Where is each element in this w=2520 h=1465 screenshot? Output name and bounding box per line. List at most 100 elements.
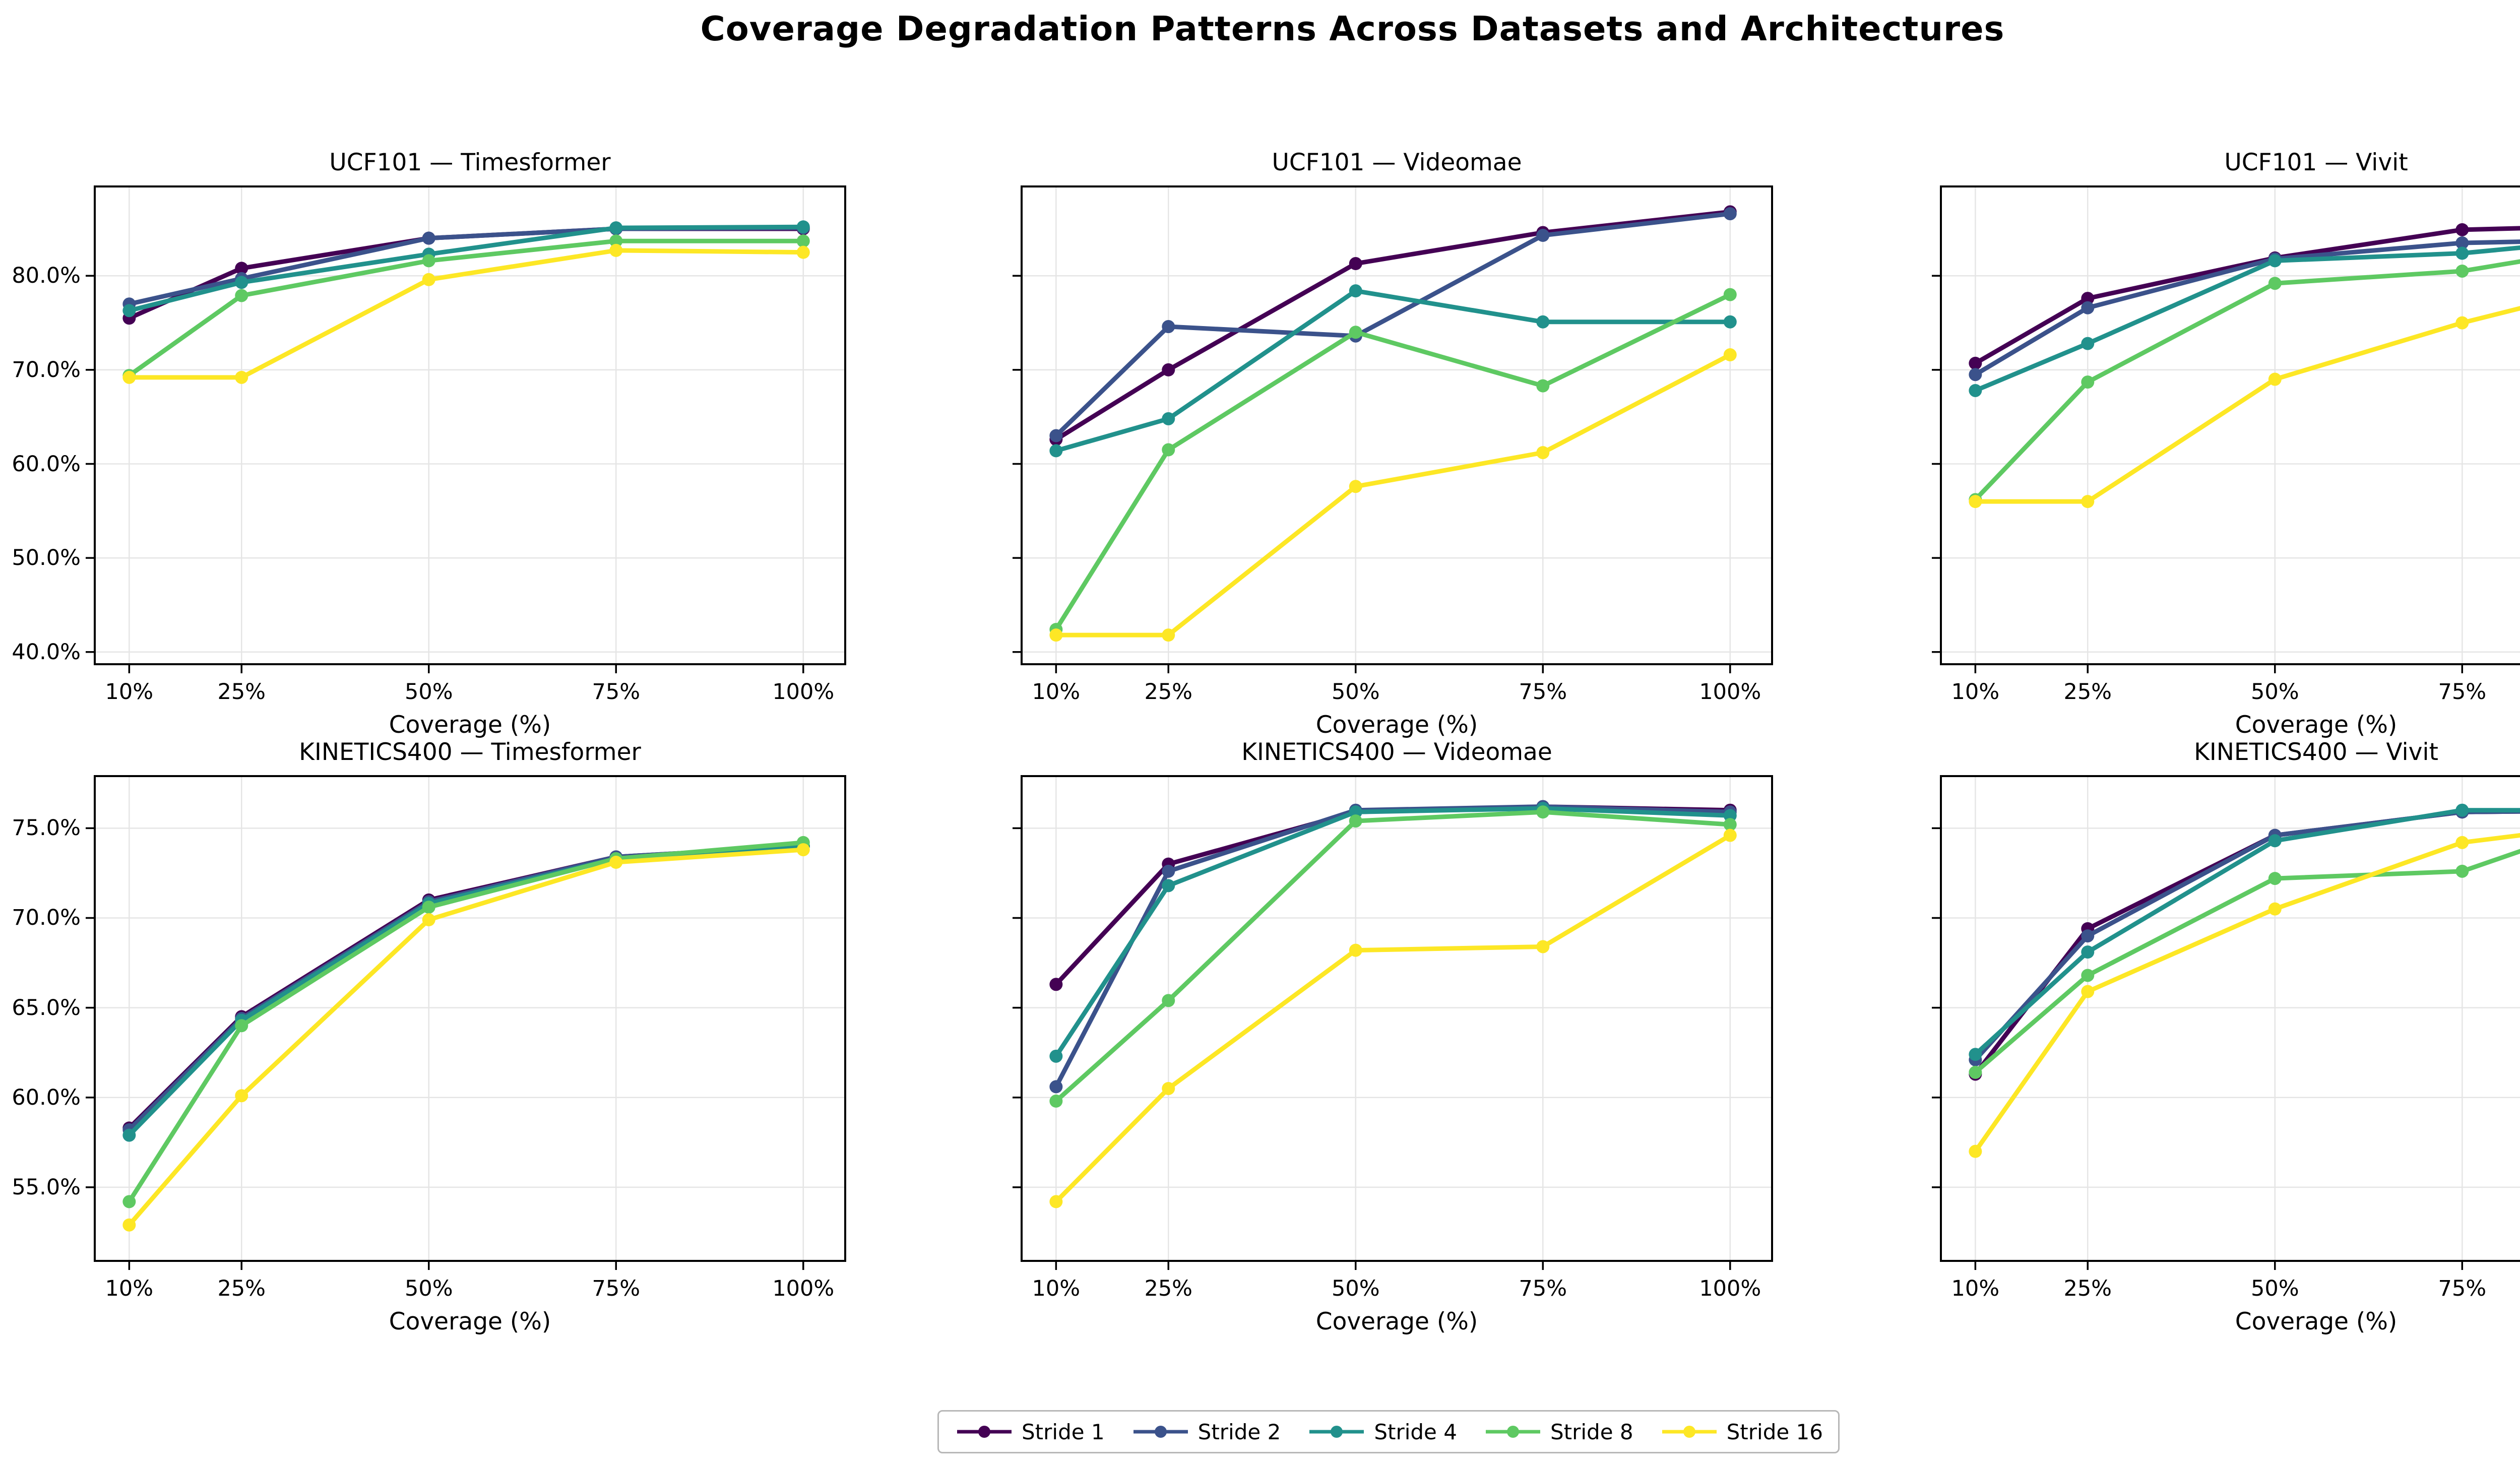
subplot-kinetics400-vivit: KINETICS400 — Vivit Coverage (%) 10% 25% 5… [1932,738,2520,1335]
data-point [235,276,248,289]
data-point [1969,356,1982,370]
series-line-stride-8 [127,840,806,1204]
x-tick-label: 75% [1519,1276,1567,1301]
plot-area [1013,775,1773,1270]
data-point [2455,803,2469,817]
data-point [1969,1065,1982,1079]
legend-dot [1683,1426,1695,1438]
data-point [2081,495,2095,508]
data-point [422,901,435,914]
x-tick-label: 25% [217,679,266,705]
data-point [235,370,248,384]
legend-dot [1506,1426,1519,1438]
x-tick-label: 100% [772,679,835,705]
data-point [2081,337,2095,350]
series-line-stride-1 [127,844,806,1130]
data-point [1162,994,1175,1007]
legend-dot [1154,1426,1167,1438]
data-point [609,856,623,869]
subplot-title: UCF101 — Timesformer [329,149,611,176]
legend-label: Stride 1 [1022,1419,1105,1444]
plot-area [86,185,846,673]
y-tick-label: 75.0% [12,815,81,841]
data-point [235,1089,248,1103]
data-point [1723,818,1737,832]
legend-label: Stride 16 [1726,1419,1823,1444]
series-line-stride-16 [127,248,806,380]
data-point [2268,372,2282,386]
data-point [2268,834,2282,848]
data-point [1723,829,1737,842]
data-point [2455,264,2469,278]
data-point [1162,1081,1175,1095]
x-tick-label: 10% [1032,1276,1081,1301]
legend-label: Stride 4 [1374,1419,1457,1444]
x-tick-label: 75% [2438,1276,2487,1301]
x-tick-label: 50% [2250,1276,2299,1301]
data-point [122,1218,136,1232]
data-point [1536,940,1550,953]
subplot-ucf101-vivit: UCF101 — Vivit Coverage (%) 10% 25% 50% 75%… [1932,149,2520,739]
x-tick-label: 10% [1951,679,2000,705]
data-point [2268,902,2282,916]
x-tick-label: 100% [1699,679,1761,705]
data-point [1723,207,1737,221]
plot-area [1932,775,2520,1270]
series-line-stride-16 [1053,352,1733,638]
plot-area [1932,185,2520,673]
x-axis-label: Coverage (%) [2235,1308,2398,1335]
legend-item-stride-1: Stride 1 [954,1420,1105,1444]
data-point [1969,1048,1982,1061]
data-point [122,1128,136,1142]
axes-spines [1940,185,2520,665]
data-point [1349,326,1362,339]
data-point [2081,292,2095,305]
subplot-title: UCF101 — Videomae [1272,149,1522,176]
data-point [1969,495,1982,508]
axes-spines [1021,185,1773,665]
subplot-ucf101-timesformer: UCF101 — Timesformer Coverage (%) 80.0% 7… [12,149,846,739]
data-point [609,234,623,248]
data-point [1723,288,1737,301]
data-point [1536,805,1550,819]
axes-spines [1021,775,1773,1262]
series-line-stride-8 [127,238,806,378]
data-point [1162,443,1175,457]
legend-dot [1331,1426,1343,1438]
x-tick-label: 25% [1144,679,1193,705]
data-point [1536,379,1550,393]
data-point [422,254,435,268]
data-point [2081,375,2095,389]
data-point [122,304,136,317]
x-tick-label: 50% [2250,679,2299,705]
series-line-stride-2 [1973,809,2520,1062]
y-tick-label: 65.0% [12,995,81,1021]
x-tick-label: 25% [2063,679,2112,705]
x-tick-label: 10% [1951,1276,2000,1301]
x-tick-label: 10% [1032,679,1081,705]
data-point [1349,257,1362,271]
data-point [2268,277,2282,290]
data-point [1349,480,1362,493]
data-point [2455,223,2469,236]
series-line-stride-16 [1973,833,2520,1154]
data-point [1049,444,1063,458]
series-line-stride-2 [1053,211,1733,438]
plot-area [1013,185,1773,673]
y-tick-label: 60.0% [12,451,81,477]
legend-marker-stride-1 [957,1426,1012,1438]
data-point [1723,809,1737,822]
data-point [1049,1080,1063,1094]
series-line-stride-16 [1973,306,2520,504]
x-tick-label: 50% [1331,679,1380,705]
series-line-stride-2 [127,844,806,1132]
data-point [1349,805,1362,819]
data-point [1536,315,1550,329]
y-tick-label: 40.0% [12,639,81,665]
y-tick-label: 55.0% [12,1174,81,1200]
data-point [1969,368,1982,381]
data-point [1969,1144,1982,1158]
x-axis-label: Coverage (%) [1315,711,1478,739]
data-point [2081,985,2095,998]
x-tick-label: 100% [1699,1276,1761,1301]
